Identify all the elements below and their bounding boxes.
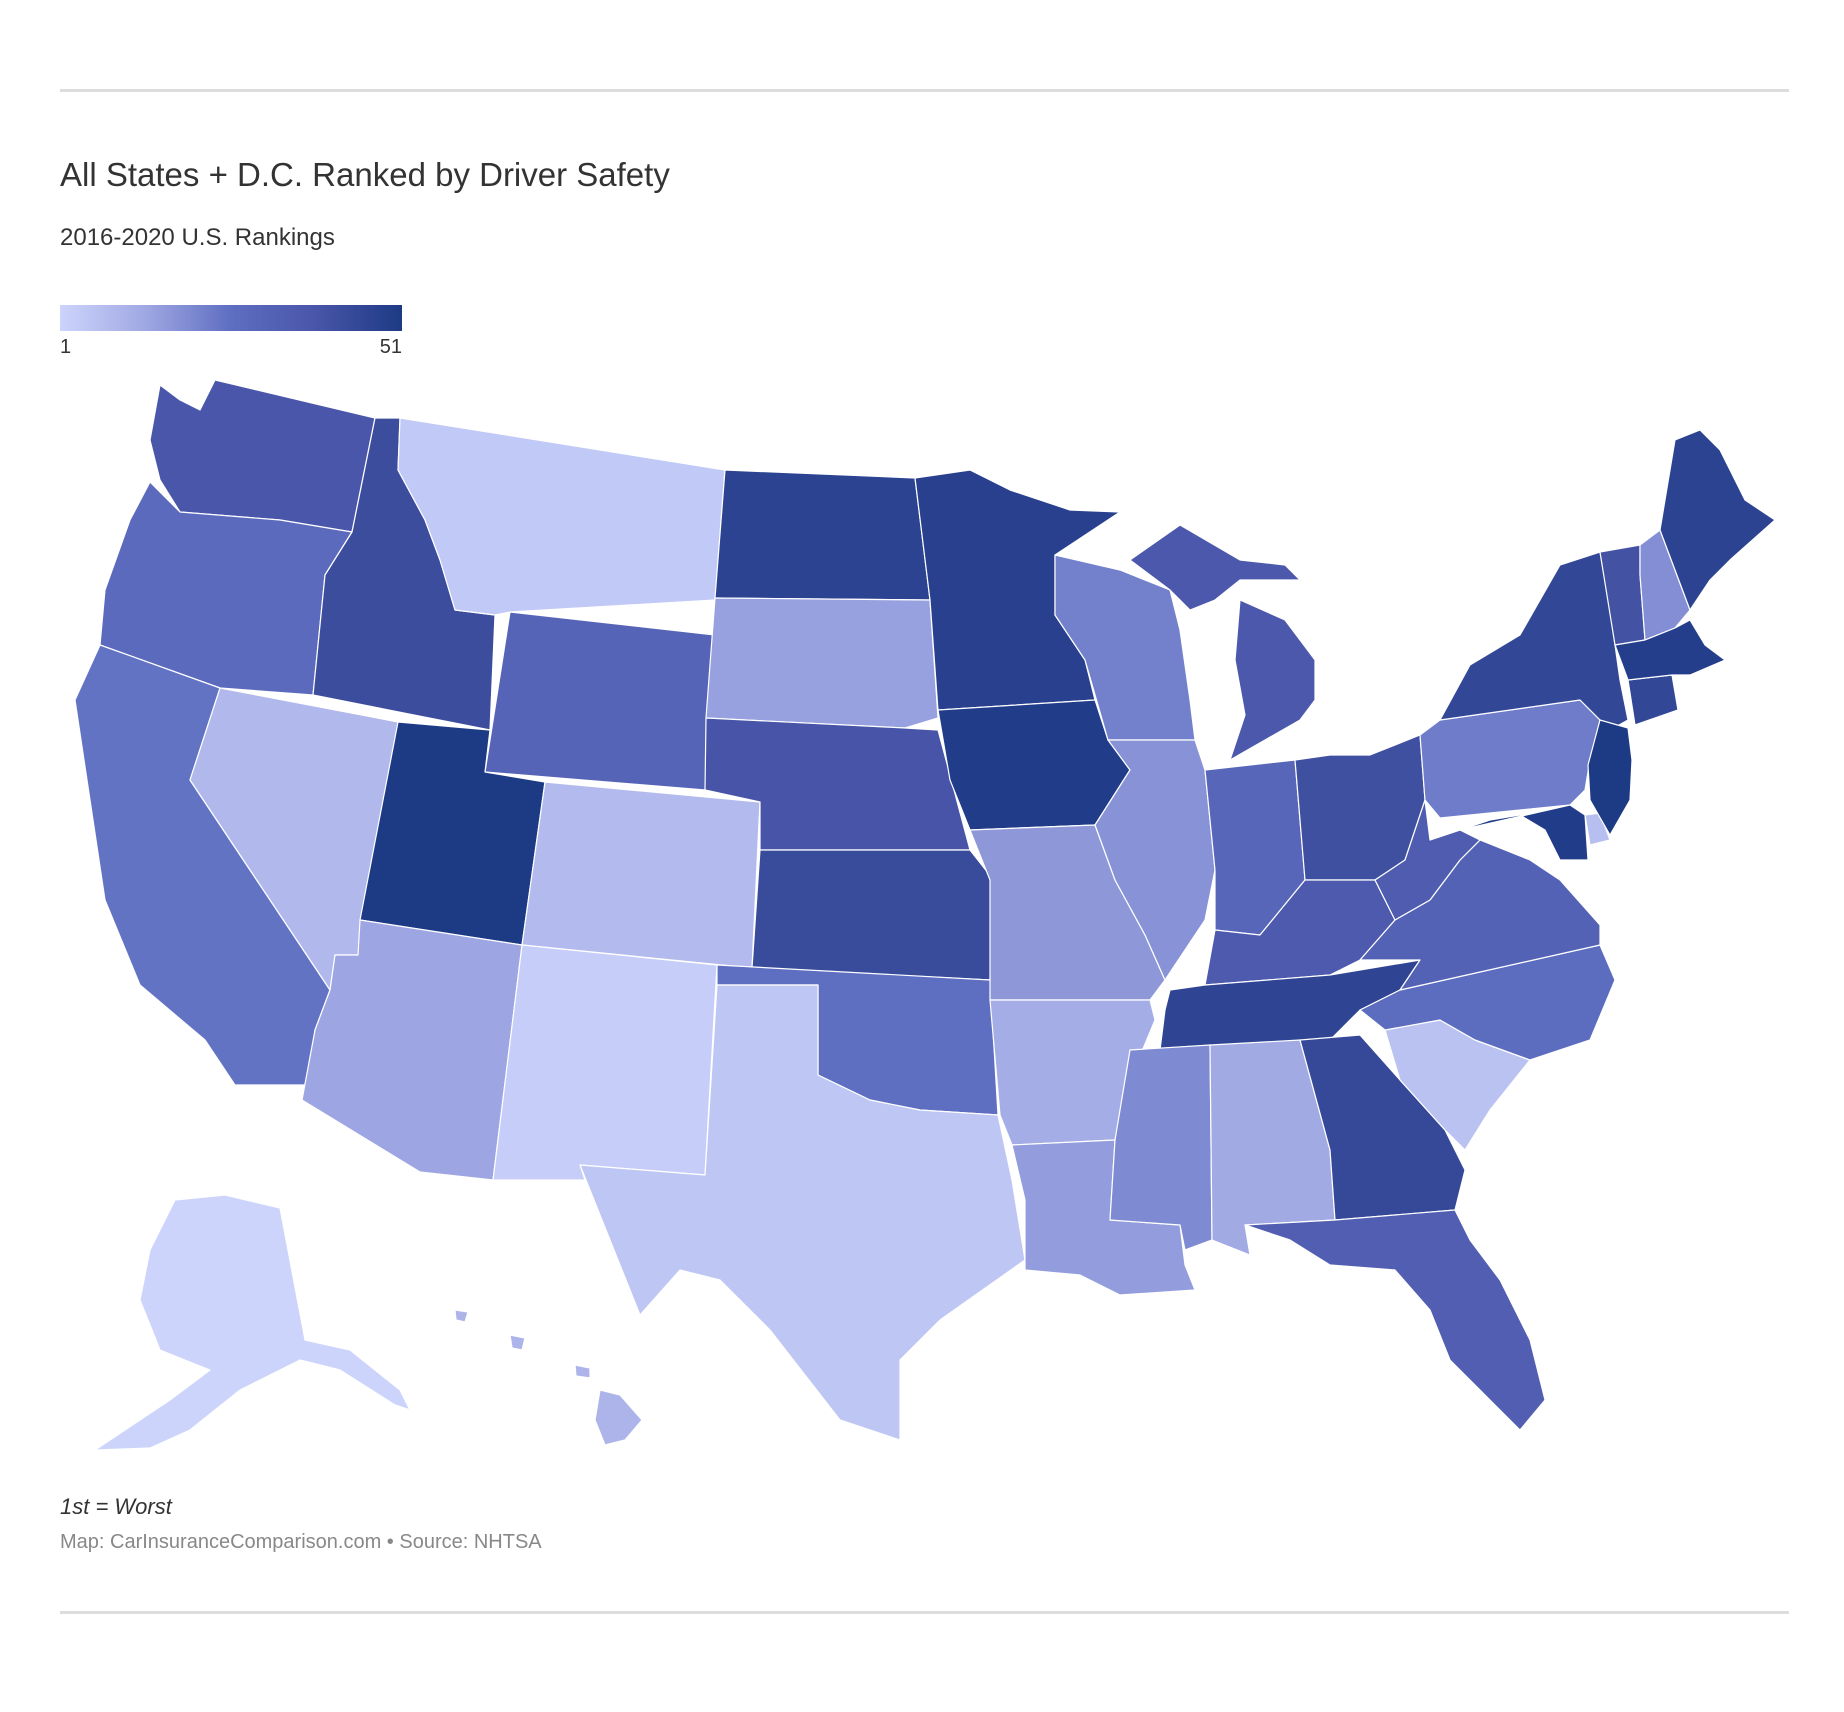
legend-max-label: 51 — [379, 336, 402, 358]
us-choropleth-map — [74, 379, 1776, 1451]
state-NY[interactable] — [1439, 551, 1629, 731]
state-ME[interactable] — [1659, 429, 1776, 611]
state-CO[interactable] — [521, 781, 761, 969]
top-divider — [60, 89, 1789, 92]
state-HI[interactable] — [454, 1309, 643, 1446]
state-MD[interactable] — [1459, 804, 1589, 861]
state-SD[interactable] — [705, 597, 939, 729]
color-scale-bar — [60, 305, 402, 331]
state-AK[interactable] — [94, 1194, 411, 1451]
state-IL[interactable] — [1094, 739, 1216, 981]
state-KS[interactable] — [751, 849, 993, 981]
ranking-note: 1st = Worst — [60, 1494, 172, 1519]
state-WY[interactable] — [484, 611, 716, 791]
state-AZ[interactable] — [301, 919, 523, 1181]
state-FL[interactable] — [1244, 1209, 1546, 1431]
state-MS[interactable] — [1109, 1044, 1213, 1251]
state-TX[interactable] — [579, 984, 1026, 1441]
state-WV[interactable] — [1374, 799, 1481, 921]
state-WI[interactable] — [1054, 554, 1196, 741]
state-NM[interactable] — [492, 944, 718, 1181]
state-DE[interactable] — [1584, 812, 1611, 846]
state-CT[interactable] — [1627, 674, 1679, 726]
state-IA[interactable] — [937, 699, 1131, 831]
state-GA[interactable] — [1299, 1034, 1466, 1221]
state-MT[interactable] — [397, 417, 726, 616]
state-MI[interactable] — [1129, 524, 1316, 761]
state-ND[interactable] — [714, 469, 931, 601]
bottom-divider — [60, 1611, 1789, 1614]
legend-min-label: 1 — [60, 336, 72, 358]
map-title: All States + D.C. Ranked by Driver Safet… — [60, 156, 670, 193]
state-NJ[interactable] — [1587, 719, 1633, 836]
map-subtitle: 2016-2020 U.S. Rankings — [60, 224, 335, 251]
source-credit: Map: CarInsuranceComparison.com • Source… — [60, 1531, 542, 1553]
state-MA[interactable] — [1614, 619, 1726, 681]
state-WA[interactable] — [149, 379, 376, 533]
